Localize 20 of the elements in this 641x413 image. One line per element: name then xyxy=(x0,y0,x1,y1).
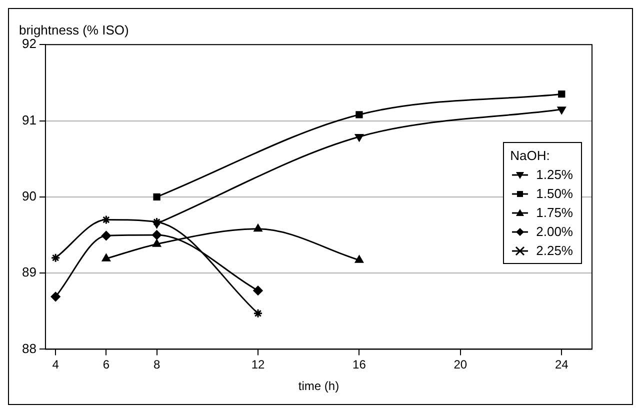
y-axis-title: brightness (% ISO) xyxy=(19,22,129,38)
y-tick-label: 92 xyxy=(22,36,36,52)
x-tick-label: 4 xyxy=(52,358,60,372)
x-tick-label: 24 xyxy=(554,358,569,372)
y-tick-label: 88 xyxy=(22,340,36,356)
y-tick-label: 89 xyxy=(22,264,36,280)
x-tick-label: 16 xyxy=(352,358,366,372)
x-tick-label: 6 xyxy=(102,358,110,372)
legend-label: 1.25% xyxy=(536,166,573,184)
x-tick-label: 8 xyxy=(153,358,160,372)
x-axis-title: time (h) xyxy=(298,379,340,394)
x-tick-label: 20 xyxy=(454,358,468,372)
y-tick-label: 90 xyxy=(22,188,36,204)
legend-label: 2.25% xyxy=(536,242,573,260)
legend-title: NaOH: xyxy=(510,147,551,166)
legend-label: 1.75% xyxy=(536,204,573,222)
legend-label: 1.50% xyxy=(536,185,573,204)
legend-label: 2.00% xyxy=(536,223,573,242)
y-tick-label: 91 xyxy=(22,112,36,128)
x-tick-label: 12 xyxy=(251,358,265,372)
